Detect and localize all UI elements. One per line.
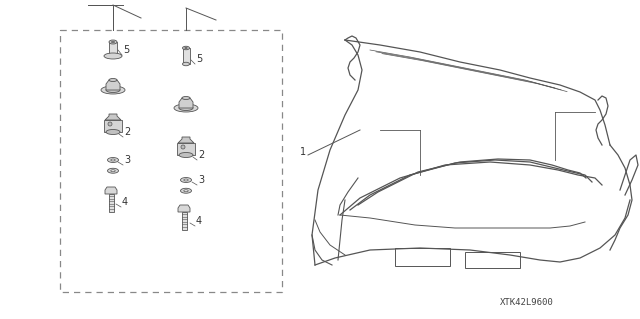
Polygon shape <box>104 120 122 132</box>
Ellipse shape <box>179 106 193 110</box>
Polygon shape <box>182 212 186 230</box>
Polygon shape <box>105 187 117 194</box>
Text: 4: 4 <box>122 197 128 207</box>
Ellipse shape <box>180 178 191 182</box>
Ellipse shape <box>182 62 189 66</box>
Ellipse shape <box>104 53 122 59</box>
Text: XTK42L9600: XTK42L9600 <box>500 298 554 307</box>
Polygon shape <box>109 194 113 212</box>
Ellipse shape <box>182 97 190 100</box>
Polygon shape <box>109 42 117 56</box>
Polygon shape <box>182 48 189 64</box>
Polygon shape <box>106 80 120 90</box>
Bar <box>60 30 282 292</box>
Polygon shape <box>179 98 193 108</box>
Ellipse shape <box>106 130 120 135</box>
Ellipse shape <box>182 46 189 50</box>
Ellipse shape <box>184 190 188 192</box>
Ellipse shape <box>184 179 188 181</box>
Circle shape <box>181 145 185 149</box>
Ellipse shape <box>108 158 118 162</box>
Ellipse shape <box>111 170 115 172</box>
Text: 1: 1 <box>300 147 306 157</box>
Polygon shape <box>178 205 190 212</box>
Polygon shape <box>105 114 121 120</box>
Bar <box>395 248 450 266</box>
Text: 3: 3 <box>198 175 204 185</box>
Text: 2: 2 <box>198 150 204 160</box>
Ellipse shape <box>106 87 120 93</box>
Text: 5: 5 <box>196 54 202 64</box>
Text: 5: 5 <box>123 45 129 55</box>
Ellipse shape <box>174 104 198 112</box>
Text: 2: 2 <box>124 127 131 137</box>
Ellipse shape <box>111 159 115 161</box>
Polygon shape <box>178 137 194 143</box>
Ellipse shape <box>108 168 118 173</box>
Text: 4: 4 <box>196 216 202 226</box>
Ellipse shape <box>180 188 191 193</box>
Ellipse shape <box>179 152 193 158</box>
Polygon shape <box>177 143 195 155</box>
Ellipse shape <box>109 40 117 44</box>
Text: 3: 3 <box>124 155 130 165</box>
Bar <box>465 252 520 268</box>
Circle shape <box>108 122 112 126</box>
Ellipse shape <box>109 78 117 81</box>
Ellipse shape <box>101 86 125 94</box>
Ellipse shape <box>111 41 115 43</box>
